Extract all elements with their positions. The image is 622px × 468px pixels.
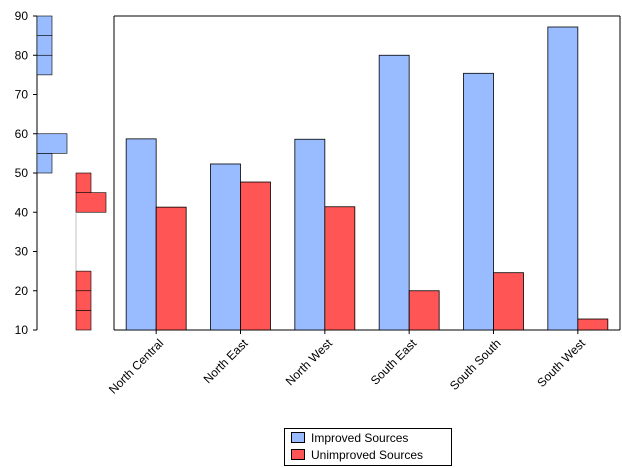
y-histogram-bin xyxy=(75,310,92,331)
y-histogram-bin xyxy=(36,153,53,174)
x-category-label: South East xyxy=(368,336,420,388)
bar-unimproved xyxy=(577,318,609,331)
bar-unimproved xyxy=(155,206,187,331)
y-tick-label: 10 xyxy=(15,323,29,337)
legend: Improved Sources Unimproved Sources xyxy=(284,428,452,466)
bar-unimproved xyxy=(408,290,440,331)
bar-unimproved xyxy=(240,181,271,331)
y-tick-label: 50 xyxy=(15,166,29,180)
legend-swatch-improved xyxy=(291,432,305,443)
bar-improved xyxy=(547,26,579,331)
legend-item-unimproved: Unimproved Sources xyxy=(285,446,451,463)
y-tick-label: 70 xyxy=(15,88,29,102)
bar-improved xyxy=(210,163,241,331)
x-category-label: South West xyxy=(534,336,588,390)
bar-improved xyxy=(125,138,157,331)
y-tick-label: 40 xyxy=(15,205,29,219)
x-category-label: North Central xyxy=(106,336,166,396)
y-tick-label: 80 xyxy=(15,48,29,62)
legend-label-improved: Improved Sources xyxy=(311,430,409,445)
y-tick-label: 20 xyxy=(15,284,29,298)
legend-item-improved: Improved Sources xyxy=(285,429,451,446)
legend-swatch-unimproved xyxy=(291,449,305,460)
y-histogram-bin xyxy=(75,192,107,213)
y-histogram-bin xyxy=(36,133,68,154)
x-category-label: South South xyxy=(447,336,504,393)
y-histogram-bin xyxy=(36,35,53,56)
bar-improved xyxy=(378,54,410,331)
y-histogram-bin xyxy=(75,270,92,292)
x-category-label: North East xyxy=(201,336,251,386)
y-histogram-bin xyxy=(36,54,53,76)
y-histogram-bin xyxy=(75,290,92,311)
bar-improved xyxy=(463,72,494,331)
bar-unimproved xyxy=(324,206,356,331)
y-histogram-bin xyxy=(75,172,92,193)
bar-unimproved xyxy=(493,272,524,331)
y-tick-label: 60 xyxy=(15,127,29,141)
legend-label-unimproved: Unimproved Sources xyxy=(311,447,424,462)
y-histogram-bin xyxy=(36,15,53,36)
y-tick-label: 30 xyxy=(15,245,29,259)
x-category-label: North West xyxy=(283,336,336,389)
y-tick-label: 90 xyxy=(15,9,29,23)
bar-improved xyxy=(294,138,326,331)
